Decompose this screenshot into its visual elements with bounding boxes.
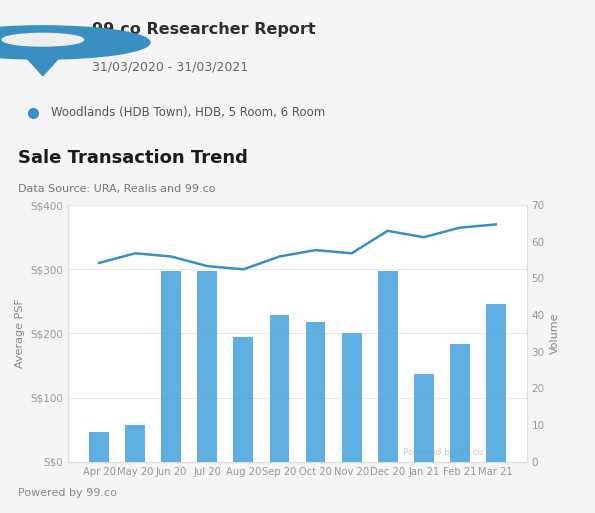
Bar (486, 304, 506, 462)
Bar (126, 425, 145, 462)
Circle shape (2, 33, 83, 46)
Text: Woodlands (HDB Town), HDB, 5 Room, 6 Room: Woodlands (HDB Town), HDB, 5 Room, 6 Roo… (51, 106, 325, 120)
Text: 99.co Researcher Report: 99.co Researcher Report (92, 22, 316, 37)
Text: Powered by 99.co: Powered by 99.co (403, 447, 483, 457)
Text: Sale Transaction Trend: Sale Transaction Trend (18, 149, 248, 167)
Circle shape (0, 26, 150, 59)
Bar (306, 323, 325, 462)
Bar (378, 271, 397, 462)
Bar (342, 333, 362, 462)
Bar (198, 271, 217, 462)
Bar (270, 315, 289, 462)
Bar (233, 337, 253, 462)
Polygon shape (26, 57, 60, 76)
Text: 31/03/2020 - 31/03/2021: 31/03/2020 - 31/03/2021 (92, 61, 248, 74)
Text: Powered by 99.co: Powered by 99.co (18, 488, 117, 498)
Y-axis label: Average PSF: Average PSF (15, 299, 25, 368)
Bar (450, 344, 469, 462)
Y-axis label: Volume: Volume (550, 313, 560, 354)
Bar (414, 374, 434, 462)
Text: Data Source: URA, Realis and 99.co: Data Source: URA, Realis and 99.co (18, 184, 215, 193)
Bar (161, 271, 181, 462)
Bar (89, 432, 109, 462)
